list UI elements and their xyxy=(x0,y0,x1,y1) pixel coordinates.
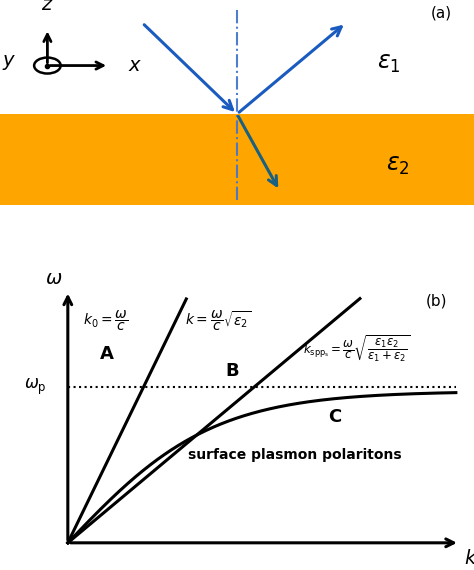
Text: $\varepsilon_1$: $\varepsilon_1$ xyxy=(377,51,401,75)
Text: $y$: $y$ xyxy=(2,53,17,72)
Text: $z$: $z$ xyxy=(41,0,54,14)
Text: $\varepsilon_2$: $\varepsilon_2$ xyxy=(386,153,410,177)
Text: surface plasmon polaritons: surface plasmon polaritons xyxy=(188,447,402,462)
Text: (a): (a) xyxy=(430,6,451,21)
Text: A: A xyxy=(100,345,114,363)
Text: $k_0 = \dfrac{\omega}{c}$: $k_0 = \dfrac{\omega}{c}$ xyxy=(83,309,129,333)
Text: $k = \dfrac{\omega}{c}\sqrt{\varepsilon_2}$: $k = \dfrac{\omega}{c}\sqrt{\varepsilon_… xyxy=(185,309,251,333)
Bar xyxy=(0,114,474,205)
Text: $\omega_\mathrm{p}$: $\omega_\mathrm{p}$ xyxy=(24,376,46,397)
Text: (b): (b) xyxy=(426,294,447,308)
Text: $\omega$: $\omega$ xyxy=(46,269,63,288)
Text: C: C xyxy=(328,408,341,426)
Text: $x$: $x$ xyxy=(128,56,142,75)
Text: $k$: $k$ xyxy=(464,549,474,568)
Text: $k_{\mathrm{spp_s}} = \dfrac{\omega}{c}\sqrt{\dfrac{\varepsilon_1\varepsilon_2}{: $k_{\mathrm{spp_s}} = \dfrac{\omega}{c}\… xyxy=(303,333,410,364)
Text: B: B xyxy=(226,363,239,380)
